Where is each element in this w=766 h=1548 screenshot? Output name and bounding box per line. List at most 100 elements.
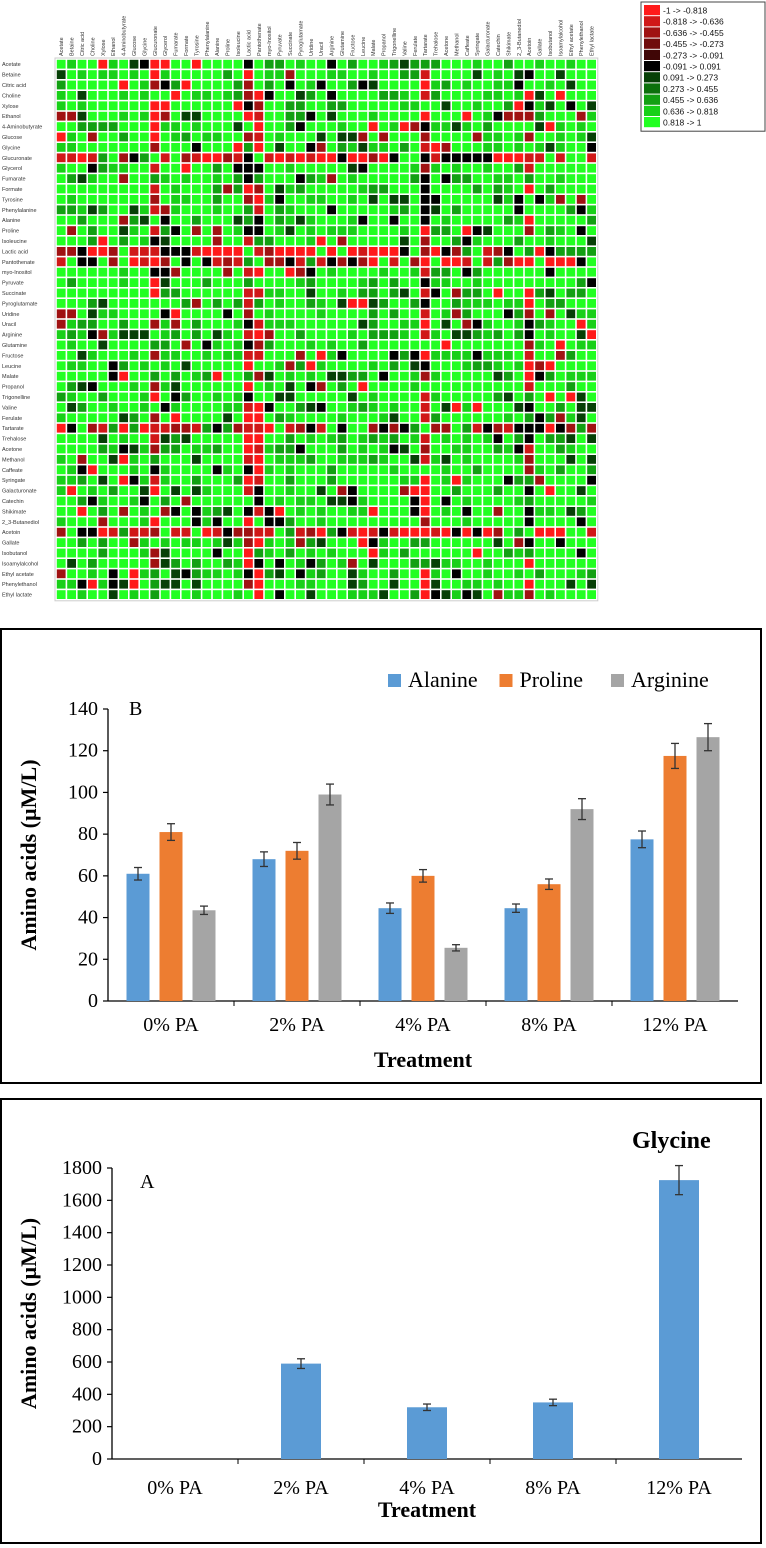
heatmap-cell [212, 215, 222, 225]
heatmap-cell [244, 455, 253, 464]
heatmap-cell [150, 351, 160, 360]
heatmap-cell [223, 101, 232, 111]
heatmap-cell [316, 413, 326, 423]
heatmap-cell [441, 215, 451, 225]
heatmap-cell [181, 122, 191, 131]
heatmap-cell [77, 496, 87, 506]
heatmap-cell [410, 538, 420, 547]
heatmap-cell [472, 413, 482, 423]
heatmap-cell [264, 236, 274, 246]
heatmap-cell [379, 101, 388, 111]
heatmap-cell [244, 559, 253, 568]
heatmap-cell [233, 143, 243, 152]
heatmap-cell [504, 392, 513, 402]
heatmap-cell [192, 278, 201, 287]
heatmap-col-label-myo-inositol: myo-Inositol [267, 26, 273, 56]
heatmap-legend-swatch [644, 27, 660, 38]
heatmap-cell [587, 538, 596, 547]
heatmap-cell [493, 257, 503, 267]
heatmap-col-label-uridine: Uridine [309, 39, 315, 56]
heatmap-cell [264, 195, 274, 204]
heatmap-cell [441, 403, 451, 412]
heatmap-cell [493, 340, 503, 350]
heatmap-cell [576, 403, 586, 412]
heatmap-cell [140, 174, 149, 183]
heatmap-cell [441, 434, 451, 443]
heatmap-cell [472, 569, 482, 579]
heatmap-cell [472, 423, 482, 433]
heatmap-cell [296, 59, 305, 69]
heatmap-cell [327, 226, 336, 235]
heatmap-cell [545, 215, 555, 225]
heatmap-cell [493, 371, 503, 381]
heatmap-cell [275, 278, 284, 287]
heatmap-cell [545, 257, 555, 267]
heatmap-cell [566, 465, 576, 475]
heatmap-cell [483, 371, 492, 381]
heatmap-cell [275, 143, 284, 152]
heatmap-cell [306, 538, 316, 547]
heatmap-cell [223, 122, 232, 131]
heatmap-cell [420, 465, 430, 475]
heatmap-row-label-phenylethanol: Phenylethanol [2, 582, 37, 588]
heatmap-cell [108, 559, 118, 568]
heatmap-cell [472, 340, 482, 350]
heatmap-cell [181, 319, 191, 329]
y-tick-label: 200 [72, 1416, 102, 1438]
heatmap-cell [337, 278, 347, 287]
heatmap-cell [140, 257, 149, 267]
heatmap-cell [285, 548, 295, 558]
heatmap-cell [483, 153, 492, 163]
heatmap-cell [285, 257, 295, 267]
heatmap-cell [192, 143, 201, 152]
heatmap-cell [275, 569, 284, 579]
heatmap-cell [212, 111, 222, 121]
heatmap-cell [244, 184, 253, 194]
heatmap-cell [67, 122, 76, 131]
heatmap-cell [545, 70, 555, 79]
heatmap-cell [171, 590, 180, 599]
heatmap-cell [410, 278, 420, 287]
heatmap-cell [400, 330, 409, 339]
heatmap-cell [493, 101, 503, 111]
heatmap-cell [77, 236, 87, 246]
heatmap-cell [150, 590, 160, 599]
heatmap-row-label-ethyl-lactate: Ethyl lactate [2, 593, 32, 599]
heatmap-cell [108, 475, 118, 485]
heatmap-cell [504, 111, 513, 121]
heatmap-cell [410, 423, 420, 433]
heatmap-cell [420, 403, 430, 412]
heatmap-cell [493, 517, 503, 527]
heatmap-cell [316, 465, 326, 475]
heatmap-cell [348, 527, 357, 537]
heatmap-cell [535, 143, 544, 152]
heatmap-cell [233, 101, 243, 111]
heatmap-cell [462, 527, 472, 537]
heatmap-cell [410, 517, 420, 527]
heatmap-cell [358, 299, 368, 308]
heatmap-cell [514, 309, 524, 319]
heatmap-cell [150, 122, 160, 131]
heatmap-cell [337, 143, 347, 152]
heatmap-cell [212, 403, 222, 412]
heatmap-cell [472, 309, 482, 319]
heatmap-cell [285, 517, 295, 527]
heatmap-cell [462, 70, 472, 79]
bar-proline-2-pa [285, 850, 309, 1001]
heatmap-cell [171, 351, 180, 360]
heatmap-cell [88, 444, 97, 454]
heatmap-cell [192, 351, 201, 360]
heatmap-cell [296, 507, 305, 516]
heatmap-cell [576, 538, 586, 547]
heatmap-cell [441, 236, 451, 246]
heatmap-cell [327, 361, 336, 371]
heatmap-cell [181, 247, 191, 256]
heatmap-cell [202, 548, 212, 558]
heatmap-cell [244, 475, 253, 485]
heatmap-cell [566, 517, 576, 527]
heatmap-cell [88, 382, 97, 391]
heatmap-cell [545, 382, 555, 391]
heatmap-cell [587, 319, 596, 329]
heatmap-col-label-fumarate: Fumarate [174, 32, 180, 56]
heatmap-cell [410, 132, 420, 142]
